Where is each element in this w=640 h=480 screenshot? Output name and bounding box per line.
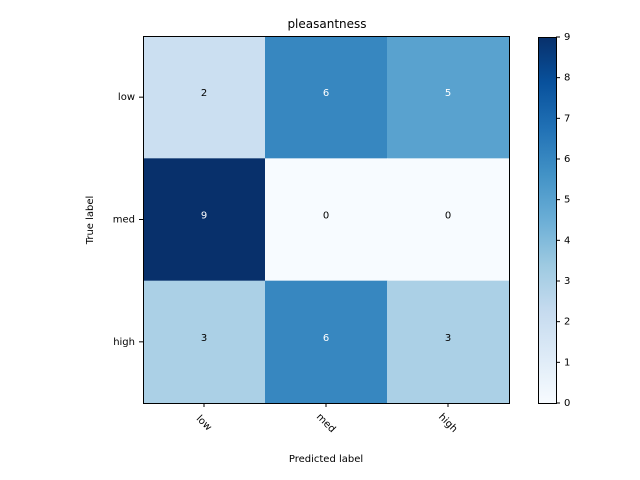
heatmap-cell bbox=[387, 280, 510, 404]
cell-value-label: 9 bbox=[201, 211, 207, 222]
colorbar: 0 1 2 3 4 5 6 7 8 9 bbox=[538, 32, 570, 409]
heatmap-cell-labels: 2 6 5 9 0 0 3 6 3 bbox=[201, 88, 451, 344]
x-axis-ticks: low med high bbox=[194, 403, 459, 436]
y-axis-label: True label bbox=[85, 196, 96, 246]
cell-value-label: 2 bbox=[201, 88, 207, 99]
colorbar-ticks: 0 1 2 3 4 5 6 7 8 9 bbox=[556, 32, 570, 409]
colorbar-tick-label: 5 bbox=[564, 195, 570, 206]
heatmap-cell bbox=[143, 158, 266, 282]
y-axis-ticks: low med high bbox=[113, 92, 143, 348]
x-axis-label: Predicted label bbox=[289, 454, 363, 465]
x-tick-label: med bbox=[314, 412, 338, 436]
colorbar-gradient bbox=[538, 37, 556, 403]
cell-value-label: 6 bbox=[323, 88, 329, 99]
heatmap-cell bbox=[265, 158, 388, 282]
y-tick-label: med bbox=[113, 215, 135, 226]
colorbar-tick-label: 7 bbox=[564, 113, 570, 124]
heatmap-cell bbox=[143, 280, 266, 404]
x-tick-label: high bbox=[436, 412, 459, 435]
cell-value-label: 6 bbox=[323, 333, 329, 344]
chart-title: pleasantness bbox=[287, 17, 366, 31]
heatmap-cell bbox=[265, 36, 388, 159]
colorbar-tick-label: 9 bbox=[564, 32, 570, 43]
cell-value-label: 3 bbox=[445, 333, 451, 344]
y-tick-label: low bbox=[118, 92, 135, 103]
heatmap-cell bbox=[143, 36, 266, 159]
cell-value-label: 5 bbox=[445, 88, 451, 99]
cell-value-label: 3 bbox=[201, 333, 207, 344]
y-tick-label: high bbox=[113, 337, 135, 348]
heatmap-cell bbox=[265, 280, 388, 404]
colorbar-tick-label: 0 bbox=[564, 398, 570, 409]
heatmap-cells bbox=[143, 36, 510, 404]
colorbar-tick-label: 4 bbox=[564, 235, 570, 246]
colorbar-tick-label: 1 bbox=[564, 357, 570, 368]
colorbar-tick-label: 3 bbox=[564, 276, 570, 287]
cell-value-label: 0 bbox=[445, 211, 451, 222]
x-tick-label: low bbox=[194, 413, 214, 433]
colorbar-tick-label: 8 bbox=[564, 73, 570, 84]
colorbar-frame bbox=[538, 37, 557, 404]
heatmap-cell bbox=[387, 158, 510, 282]
colorbar-tick-label: 2 bbox=[564, 317, 570, 328]
heatmap-cell bbox=[387, 36, 510, 159]
cell-value-label: 0 bbox=[323, 211, 329, 222]
colorbar-tick-label: 6 bbox=[564, 154, 570, 165]
